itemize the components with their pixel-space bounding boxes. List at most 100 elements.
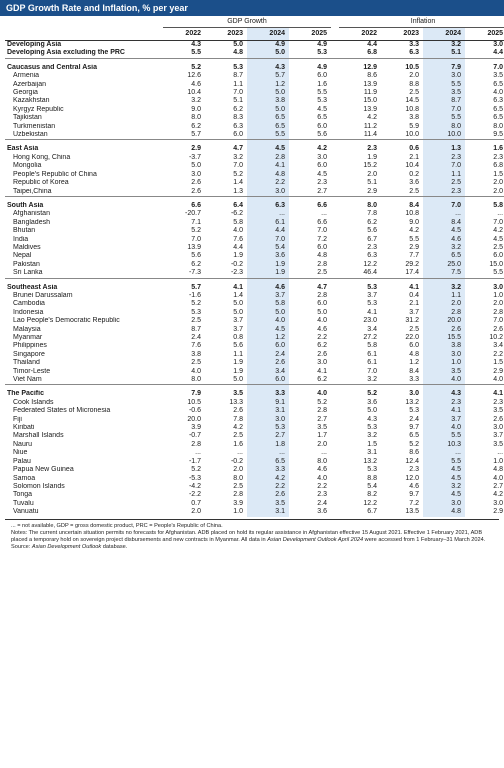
gdp-value-cell: 4.8 (247, 170, 289, 180)
inflation-value-cell: 3.2 (423, 283, 465, 292)
gdp-value-cell: 13.3 (229, 398, 243, 406)
inflation-value-cell: 10.5 (405, 63, 419, 71)
gdp-value-cell: 5.3 (317, 97, 327, 105)
gdp-value-cell: 2.6 (317, 350, 327, 358)
section-spacer (5, 384, 504, 391)
column-gap (331, 261, 339, 269)
gdp-value-cell: 2.4 (317, 499, 327, 507)
inflation-value-cell: 4.5 (423, 474, 465, 483)
column-gap (331, 326, 339, 334)
inflation-value-cell: 3.0 (493, 499, 504, 507)
inflation-value-cell: 4.3 (367, 415, 377, 423)
table-row: Brunei Darussalam -1.6 1.4 3.7 2.8 3.7 0.4 1.1 1… (5, 291, 504, 301)
column-gap (331, 72, 339, 80)
column-gap (331, 187, 339, 197)
gdp-value-cell: 9.0 (191, 105, 201, 113)
inflation-value-cell: 3.0 (493, 424, 504, 432)
column-gap (331, 252, 339, 260)
inflation-value-cell: 6.5 (493, 114, 504, 122)
gdp-value-cell: 6.3 (247, 201, 289, 211)
gdp-value-cell: 2.5 (289, 269, 331, 279)
inflation-value-cell: 3.5 (493, 407, 504, 415)
inflation-value-cell: 10.8 (405, 105, 419, 113)
inflation-value-cell: 3.0 (423, 72, 465, 81)
inflation-value-cell: 5.5 (423, 457, 465, 467)
row-label: Bhutan (13, 227, 36, 235)
column-gap (331, 424, 339, 432)
inflation-value-cell: 4.2 (367, 114, 377, 122)
gdp-value-cell: 4.0 (317, 317, 327, 325)
gdp-value-cell: 5.2 (233, 170, 243, 178)
gdp-value-cell: -7.3 (163, 269, 205, 279)
row-label: India (13, 235, 29, 243)
gdp-value-cell: 1.9 (233, 367, 243, 375)
gdp-value-cell: 5.4 (247, 243, 289, 253)
inflation-value-cell: 2.0 (493, 179, 504, 187)
column-gap (331, 458, 339, 466)
group-total-row: Developing Asia 4.3 5.0 4.9 4.9 4.4 3.3 3.2 3.0 (5, 40, 504, 50)
gdp-value-cell: ... (237, 449, 243, 457)
inflation-value-cell: 7.0 (367, 367, 377, 375)
gdp-value-cell: 6.0 (317, 300, 327, 308)
column-gap (331, 491, 339, 499)
inflation-value-cell: 4.1 (493, 390, 504, 398)
row-label: Developing Asia (7, 41, 62, 48)
gdp-value-cell: -0.2 (230, 260, 243, 268)
row-label: Myanmar (13, 334, 43, 341)
inflation-value-cell: 4.0 (493, 89, 504, 97)
row-label: Cambodia (13, 300, 45, 308)
gdp-value-cell: 5.7 (163, 131, 205, 141)
source-publication: Asian Development Outlook (31, 543, 102, 550)
gdp-value-cell: 5.1 (233, 97, 243, 105)
gdp-value-cell: 3.0 (317, 153, 327, 161)
inflation-value-cell: 6.0 (409, 342, 419, 350)
inflation-value-cell: 3.6 (409, 179, 419, 187)
column-gap (331, 359, 339, 367)
row-label: Mongolia (13, 162, 42, 170)
inflation-value-cell: 12.2 (363, 499, 377, 507)
gdp-value-cell: -0.2 (230, 457, 243, 465)
table-row: Kiribati 3.9 4.2 5.3 3.5 5.3 9.7 4.0 3.0 (5, 424, 504, 433)
gdp-value-cell: 7.1 (191, 218, 201, 226)
table-row: Taipei,China 2.6 1.3 3.0 2.7 2.9 2.5 2.3 2.0 (5, 187, 504, 197)
table-row: Afghanistan -20.7 -6.2...... 7.8 10.8...... (5, 210, 504, 219)
table-row: Vanuatu 2.0 1.0 3.1 3.6 6.7 13.5 4.8 2.9 (5, 508, 504, 517)
inflation-value-cell: 1.5 (367, 440, 377, 448)
inflation-value-cell: 6.3 (367, 252, 377, 260)
gdp-value-cell: 5.2 (317, 398, 327, 406)
inflation-value-cell: 5.3 (409, 407, 419, 415)
inflation-value-cell: 2.3 (367, 145, 377, 153)
table-row: Malaysia 8.7 3.7 4.5 4.6 3.4 2.5 2.6 2.6 (5, 325, 504, 334)
table-row: Samoa -5.3 8.0 4.2 4.0 8.8 12.0 4.5 4.0 (5, 474, 504, 483)
gdp-value-cell: 5.6 (289, 131, 331, 141)
gdp-value-cell: 3.6 (247, 252, 289, 261)
inflation-value-cell: 8.8 (409, 80, 419, 88)
gdp-value-cell: 5.0 (247, 105, 289, 115)
gdp-value-cell: 7.6 (191, 342, 201, 350)
inflation-value-cell: ... (497, 449, 504, 457)
year-header: 2024 (247, 27, 289, 41)
row-label: Uzbekistan (5, 131, 163, 141)
gdp-value-cell: 2.0 (317, 440, 327, 448)
column-gap (331, 269, 339, 279)
gdp-value-cell: 6.0 (247, 342, 289, 351)
inflation-value-cell: 15.0 (489, 260, 504, 268)
year-header-row: 2022 2023 2024 2025 2022 2023 2024 2025 (5, 27, 504, 41)
inflation-value-cell: 7.0 (423, 201, 465, 211)
inflation-value-cell: 3.0 (409, 390, 419, 398)
inflation-value-cell: 2.8 (423, 308, 465, 318)
inflation-value-cell: 5.6 (367, 227, 377, 235)
notes-block: ... = not available, GDP = gross domesti… (5, 518, 499, 551)
inflation-value-cell: 2.0 (409, 72, 419, 80)
inflation-value-cell: 3.4 (493, 342, 504, 350)
inflation-value-cell: 1.0 (493, 457, 504, 465)
gdp-value-cell: 3.7 (233, 317, 243, 325)
inflation-value-cell: 1.0 (423, 359, 465, 368)
year-header: 2022 (185, 30, 201, 37)
inflation-value-cell: 6.5 (423, 252, 465, 261)
gdp-value-cell: 2.3 (317, 179, 327, 187)
inflation-value-cell: 5.3 (367, 283, 377, 291)
gdp-value-cell: 3.1 (247, 508, 289, 517)
inflation-value-cell: 4.2 (409, 227, 419, 235)
row-label: Sri Lanka (5, 269, 163, 279)
